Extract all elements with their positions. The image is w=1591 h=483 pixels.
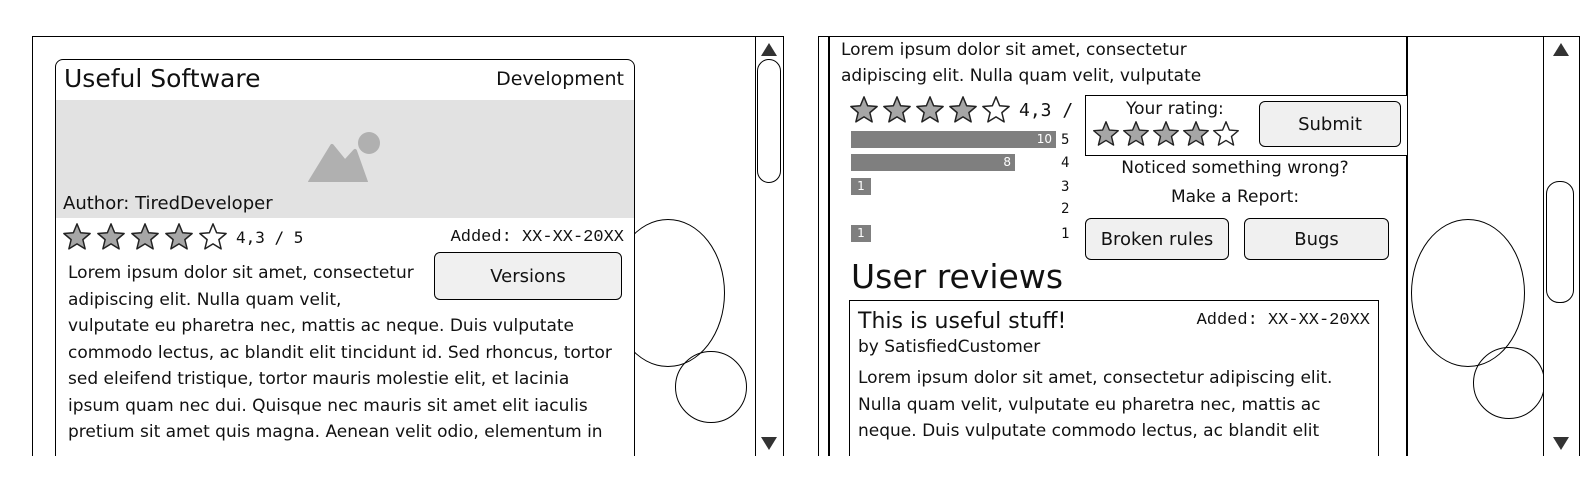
review-line: Nulla quam velit, vulputate eu pharetra …	[858, 394, 1321, 415]
bugs-button[interactable]: Bugs	[1244, 218, 1389, 260]
description-line: sed eleifend tristique, tortor mauris mo…	[68, 369, 570, 389]
left-divider	[828, 37, 830, 456]
image-placeholder-icon	[308, 132, 380, 182]
rating-text: 4,3 / 5	[236, 227, 304, 247]
rating-bar: 10	[851, 131, 1056, 148]
star-icon[interactable]	[1152, 120, 1180, 148]
right-divider	[1406, 37, 1408, 456]
star-icon	[949, 96, 977, 123]
scrollbar-thumb[interactable]	[757, 59, 781, 183]
rating-bar-fill: 1	[851, 178, 871, 195]
your-rating-label: Your rating:	[1126, 99, 1224, 119]
star-icon	[63, 223, 91, 250]
rating-bar-label: 1	[1061, 226, 1070, 242]
star-icon[interactable]	[1182, 120, 1210, 148]
average-rating: 4,3 / 5	[62, 222, 303, 252]
description-line: pretium sit amet quis magna. Aenean veli…	[68, 422, 603, 442]
your-rating-box: Your rating: Submit	[1085, 95, 1408, 156]
rating-bar: 1	[851, 178, 871, 195]
added-date: Added: XX-XX-20XX	[450, 228, 624, 247]
versions-button[interactable]: Versions	[434, 252, 622, 300]
right-screen: Lorem ipsum dolor sit amet, consectetur …	[818, 36, 1580, 456]
star-icon[interactable]	[1212, 120, 1240, 148]
rating-bar-fill: 1	[851, 225, 871, 242]
description-line: ipsum quam nec dui. Quisque nec mauris s…	[68, 395, 588, 416]
review-card: This is useful stuff! Added: XX-XX-20XX …	[849, 300, 1379, 456]
software-card: Useful Software Development Author: Tire…	[55, 59, 635, 456]
rating-bar-label: 3	[1061, 179, 1070, 195]
noticed-text: Noticed something wrong?	[1121, 158, 1349, 178]
star-icon[interactable]	[1122, 120, 1150, 148]
intro-line: Lorem ipsum dolor sit amet, consectetur	[841, 40, 1187, 60]
star-icon[interactable]	[1092, 120, 1120, 148]
intro-text: Lorem ipsum dolor sit amet, consectetur …	[841, 37, 1201, 89]
software-title: Useful Software	[64, 64, 261, 93]
star-icon	[199, 223, 227, 250]
decorative-circle	[1411, 219, 1525, 367]
arrow-up-icon[interactable]	[761, 43, 777, 56]
average-rating: 4,3 / 5	[849, 95, 1095, 125]
star-icon	[916, 96, 944, 123]
rating-bar-label: 4	[1061, 155, 1070, 171]
intro-line: adipiscing elit. Nulla quam velit, vulpu…	[841, 66, 1202, 86]
description-line: commodo lectus, ac blandit elit tincidun…	[68, 342, 612, 363]
broken-rules-button[interactable]: Broken rules	[1085, 218, 1229, 260]
star-icon	[165, 223, 193, 250]
submit-button[interactable]: Submit	[1259, 101, 1401, 147]
description-line: Lorem ipsum dolor sit amet, consectetur	[68, 263, 414, 283]
arrow-down-icon[interactable]	[1553, 437, 1569, 450]
star-icon	[850, 96, 878, 123]
rating-bar: 1	[851, 225, 871, 242]
arrow-down-icon[interactable]	[761, 437, 777, 450]
vertical-scrollbar[interactable]	[755, 37, 783, 456]
your-rating-stars[interactable]	[1092, 120, 1240, 148]
rating-bar: 8	[851, 154, 1015, 171]
star-icon	[982, 96, 1010, 123]
left-screen: Useful Software Development Author: Tire…	[32, 36, 784, 456]
star-icon	[97, 223, 125, 250]
software-description: Lorem ipsum dolor sit amet, consectetur …	[68, 260, 628, 446]
review-body: Lorem ipsum dolor sit amet, consectetur …	[858, 365, 1332, 445]
rating-bar-fill: 10	[851, 131, 1056, 148]
rating-text: 4,3 / 5	[1019, 99, 1095, 121]
vertical-scrollbar[interactable]	[1543, 37, 1579, 456]
review-title: This is useful stuff!	[858, 309, 1067, 334]
review-line: Lorem ipsum dolor sit amet, consectetur …	[858, 368, 1333, 388]
rating-bar-label: 5	[1061, 132, 1070, 148]
rating-bar-label: 2	[1061, 201, 1070, 217]
star-icon	[131, 223, 159, 250]
star-icon	[883, 96, 911, 123]
reviews-title: User reviews	[851, 257, 1064, 296]
rating-bar-fill: 8	[851, 154, 1015, 171]
description-line: vulputate eu pharetra nec, mattis ac neq…	[68, 316, 574, 336]
review-author: by SatisfiedCustomer	[858, 337, 1041, 357]
rating-stars	[62, 222, 228, 252]
arrow-up-icon[interactable]	[1553, 43, 1569, 56]
software-image: Author: TiredDeveloper	[56, 100, 634, 218]
review-added-date: Added: XX-XX-20XX	[1196, 311, 1370, 330]
rating-stars	[849, 95, 1011, 125]
description-line: adipiscing elit. Nulla quam velit,	[68, 289, 342, 310]
review-line: neque. Duis vulputate commodo lectus, ac…	[858, 421, 1320, 441]
software-category: Development	[496, 68, 624, 90]
decorative-circle	[1473, 347, 1545, 419]
decorative-circle	[675, 351, 747, 423]
scrollbar-thumb[interactable]	[1546, 181, 1574, 303]
software-author: Author: TiredDeveloper	[63, 193, 273, 214]
report-text: Make a Report:	[1170, 187, 1300, 207]
